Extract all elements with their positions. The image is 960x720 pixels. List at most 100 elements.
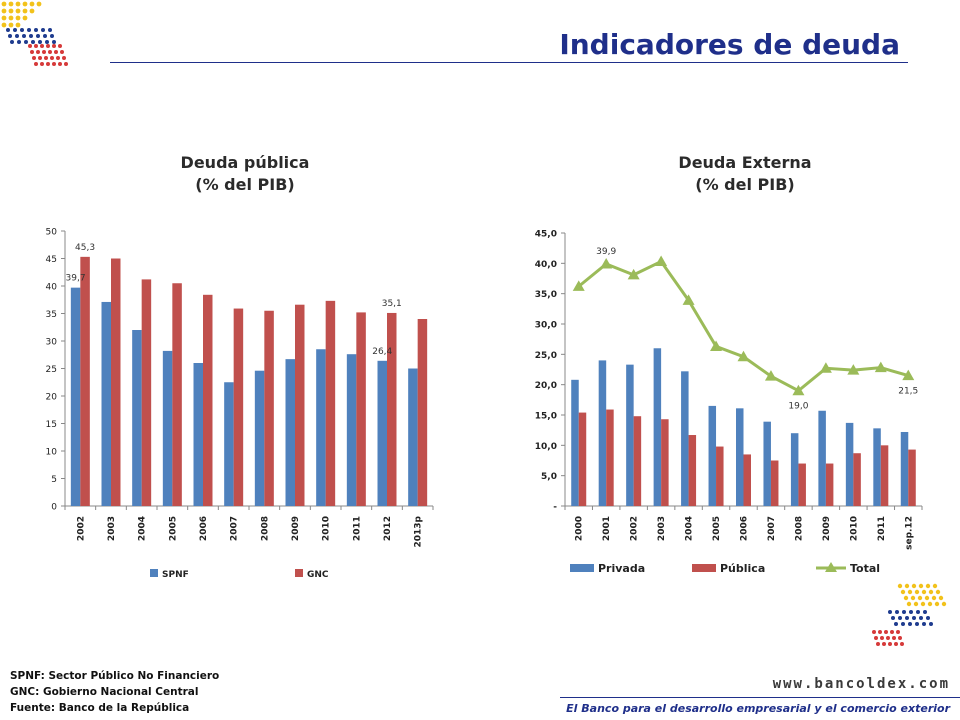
- x-tick-label: 2005: [712, 516, 722, 541]
- x-tick-label: 2007: [230, 516, 240, 541]
- y-tick-label: -: [553, 503, 557, 513]
- logo-dot: [895, 610, 899, 614]
- footnotes: SPNF: Sector Público No Financiero GNC: …: [10, 668, 219, 716]
- bar-privada-2008: [790, 433, 799, 506]
- logo-dot: [48, 28, 52, 32]
- y-tick-label: 35: [46, 310, 57, 320]
- logo-dot: [921, 589, 927, 595]
- logo-dot: [880, 636, 884, 640]
- x-tick-label: 2007: [767, 516, 777, 541]
- y-tick-label: 15,0: [535, 412, 557, 422]
- bar-gnc-2011: [356, 312, 366, 506]
- x-tick-label: 2009: [291, 516, 301, 541]
- x-tick-label: sep.12: [904, 516, 914, 550]
- logo-dot: [941, 601, 947, 607]
- logo-dot: [22, 34, 26, 38]
- logo-dot: [904, 583, 910, 589]
- marker-total-2001: [600, 257, 613, 269]
- title-divider: [110, 62, 908, 63]
- logo-dot: [20, 28, 24, 32]
- page-title: Indicadores de deuda: [559, 28, 900, 61]
- bar-gnc-2003: [111, 258, 121, 506]
- logo-dot: [22, 15, 28, 21]
- logo-dot: [901, 622, 905, 626]
- website-url: www.bancoldex.com: [772, 676, 950, 692]
- logo-dot: [898, 636, 902, 640]
- logo-dot: [34, 28, 38, 32]
- logo-dot: [924, 595, 930, 601]
- logo-dot: [40, 62, 44, 66]
- x-tick-label: 2004: [685, 516, 695, 541]
- data-label: 35,1: [382, 299, 402, 309]
- logo-dot: [882, 642, 886, 646]
- bar-spnf-2008: [254, 370, 265, 506]
- logo-dot: [925, 583, 931, 589]
- bar-spnf-2007: [224, 382, 234, 506]
- logo-dot: [894, 622, 898, 626]
- logo-dot: [40, 44, 44, 48]
- legend-label-gnc: GNC: [307, 570, 329, 580]
- logo-dot: [36, 1, 42, 7]
- logo-dot: [912, 616, 916, 620]
- marker-total-2000: [572, 280, 585, 291]
- logo-dot: [22, 8, 28, 14]
- logo-dot: [52, 40, 56, 44]
- footnote-source: Fuente: Banco de la República: [10, 702, 190, 714]
- logo-dot: [46, 44, 50, 48]
- logo-dot: [60, 50, 64, 54]
- bar-spnf-2006: [193, 363, 203, 506]
- logo-dot: [52, 44, 56, 48]
- logo-dot: [58, 62, 62, 66]
- bar-gnc-2009: [295, 304, 305, 506]
- legend-swatch-pública: [692, 564, 716, 572]
- x-tick-label: 2008: [260, 516, 270, 541]
- logo-dot: [38, 56, 42, 60]
- bar-spnf-2002: [70, 287, 81, 506]
- bar-privada-2005: [708, 405, 717, 506]
- logo-dot: [28, 44, 32, 48]
- y-tick-label: 30: [46, 338, 58, 348]
- logo-dot: [58, 44, 62, 48]
- x-tick-label: 2000: [575, 516, 585, 541]
- bar-pública-2002: [633, 416, 642, 506]
- logo-dot: [926, 616, 930, 620]
- bar-privada-2011: [873, 428, 881, 506]
- logo-dot: [43, 34, 47, 38]
- logo-dot: [900, 642, 904, 646]
- logo-dot: [15, 1, 21, 7]
- logo-dot: [935, 589, 941, 595]
- logo-dot: [15, 15, 21, 21]
- y-tick-label: 0: [51, 503, 57, 513]
- bar-privada-2001: [598, 360, 607, 506]
- bar-gnc-2008: [264, 310, 274, 506]
- legend-swatch-marker-total: [825, 562, 837, 572]
- logo-dot: [15, 34, 19, 38]
- chart-title-deuda-publica: Deuda pública (% del PIB): [120, 152, 370, 196]
- logo-dot: [922, 622, 926, 626]
- y-tick-label: 40,0: [535, 260, 557, 270]
- x-tick-label: 2005: [168, 516, 178, 541]
- bar-privada-2006: [736, 408, 744, 506]
- bar-spnf-2005: [162, 350, 173, 506]
- logo-dot: [1, 15, 7, 21]
- x-tick-label: 2003: [657, 516, 667, 541]
- marker-total-sep.12: [902, 369, 915, 381]
- y-tick-label: 20,0: [535, 381, 557, 391]
- x-tick-label: 2001: [602, 516, 612, 541]
- logo-dot: [894, 642, 898, 646]
- bar-spnf-2003: [101, 301, 111, 506]
- logo-dot: [29, 8, 35, 14]
- bar-gnc-2012: [387, 312, 397, 506]
- bar-gnc-2002: [80, 256, 90, 506]
- y-tick-label: 40: [46, 283, 58, 293]
- logo-dot: [896, 630, 900, 634]
- logo-dot: [8, 1, 14, 7]
- footnote-gnc: GNC: Gobierno Nacional Central: [10, 686, 199, 698]
- chart-subtitle: (% del PIB): [195, 175, 295, 194]
- logo-dot: [891, 616, 895, 620]
- chart-title: Deuda pública: [180, 153, 310, 172]
- logo-dot: [931, 595, 937, 601]
- bar-pública-2010: [853, 453, 861, 506]
- bar-pública-2004: [688, 435, 697, 506]
- bar-pública-2003: [661, 419, 669, 506]
